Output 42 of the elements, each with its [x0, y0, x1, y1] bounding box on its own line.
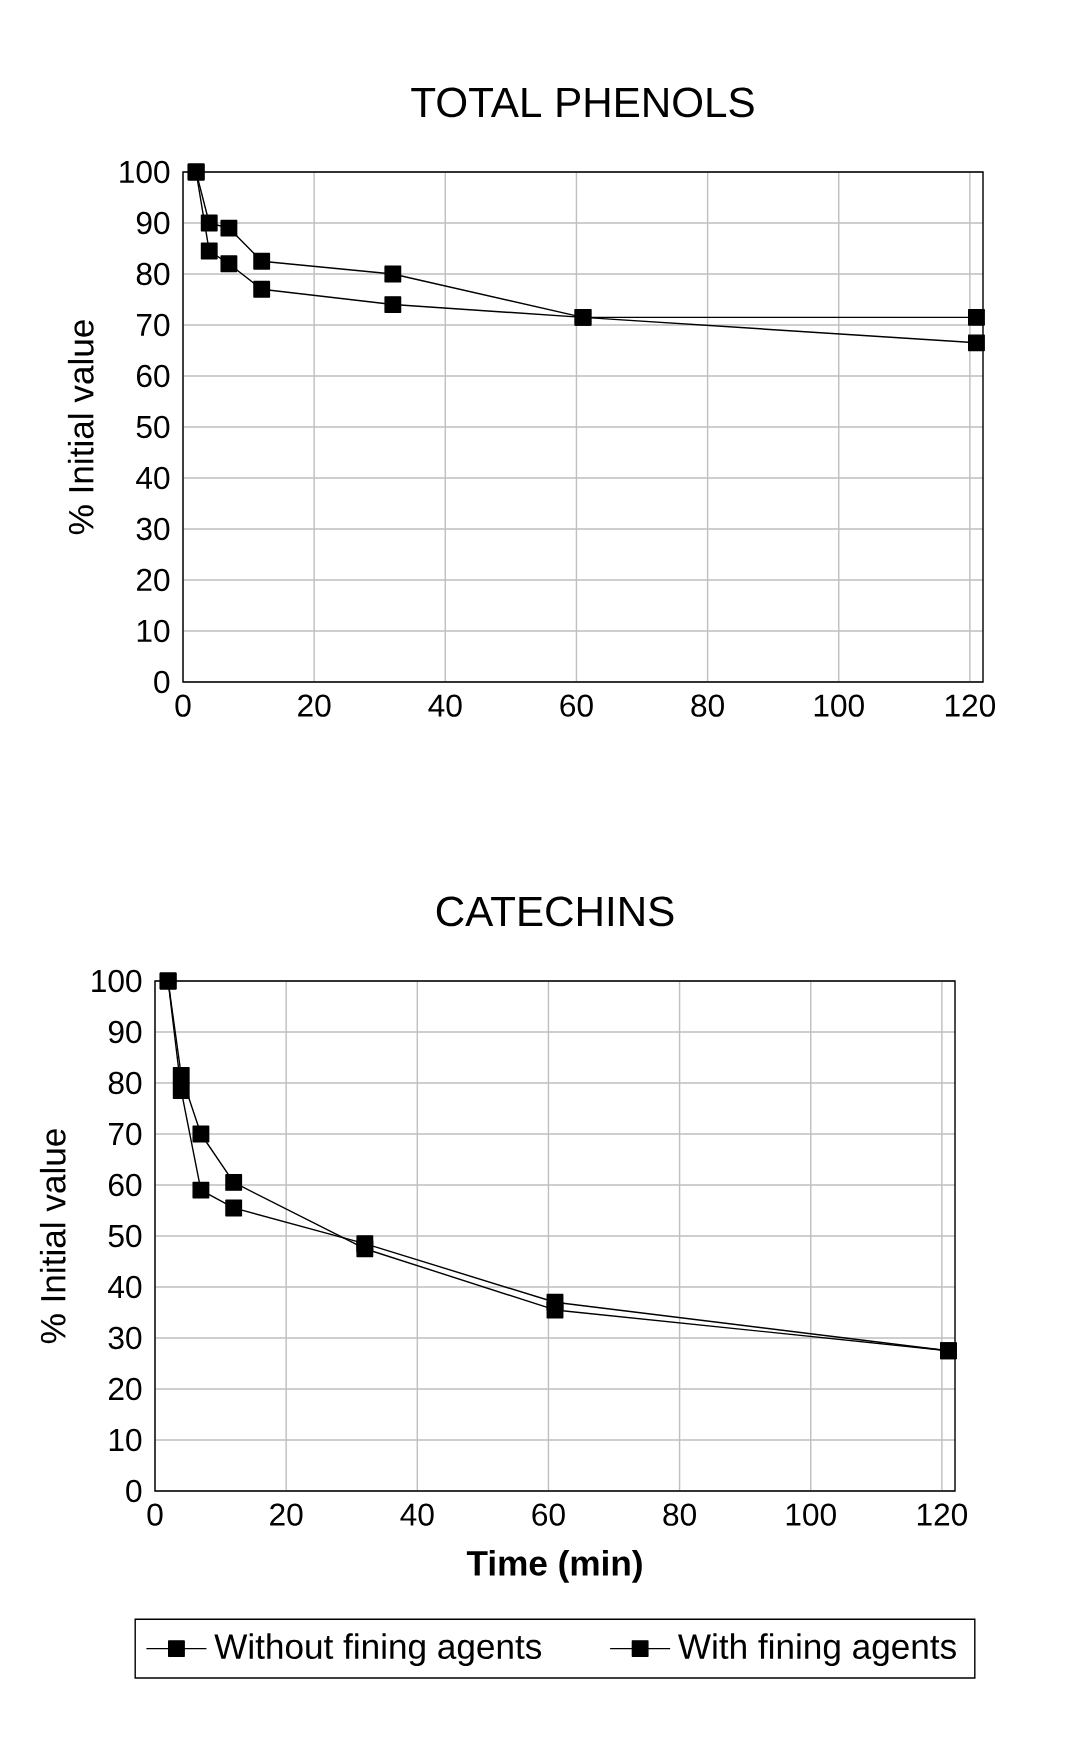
y-axis-title: % Initial value [39, 1129, 66, 1344]
y-tick-label: 50 [136, 415, 170, 439]
x-tick-label: 100 [786, 1503, 836, 1526]
y-tick-label: 0 [154, 670, 170, 694]
y-tick-label: 0 [126, 1479, 142, 1503]
x-tick-label: 0 [175, 694, 191, 717]
x-tick-label: 60 [560, 694, 593, 717]
x-tick-label: 120 [945, 694, 996, 717]
y-tick-label: 40 [108, 1275, 142, 1299]
x-axis-title: Time (min) [466, 1549, 642, 1583]
legend-label: Without fining agents [214, 1633, 542, 1666]
x-tick-label: 80 [691, 694, 724, 717]
y-tick-label: 10 [109, 1428, 142, 1452]
y-tick-label: 90 [136, 211, 170, 235]
chart-title: TOTAL PHENOLS [411, 87, 754, 118]
legend-label: With fining agents [678, 1633, 956, 1666]
x-tick-label: 120 [917, 1503, 968, 1526]
y-tick-label: 20 [109, 1377, 142, 1401]
y-tick-label: 60 [109, 1173, 142, 1197]
x-tick-label: 20 [270, 1503, 303, 1526]
x-tick-label: 20 [298, 694, 331, 717]
y-tick-label: 100 [120, 160, 170, 184]
y-tick-label: 80 [136, 262, 170, 286]
y-tick-label: 30 [136, 517, 170, 541]
y-tick-label: 40 [136, 466, 170, 490]
y-tick-label: 20 [137, 568, 170, 592]
y-axis-title: % Initial value [67, 320, 94, 535]
y-tick-label: 30 [108, 1326, 142, 1350]
x-tick-label: 100 [814, 694, 864, 717]
x-tick-label: 40 [428, 694, 462, 717]
y-tick-label: 10 [137, 619, 170, 643]
x-tick-label: 80 [663, 1503, 696, 1526]
y-tick-label: 100 [92, 969, 142, 993]
y-tick-label: 60 [137, 364, 170, 388]
y-tick-label: 70 [109, 1122, 142, 1146]
x-tick-label: 60 [532, 1503, 565, 1526]
y-tick-label: 90 [108, 1020, 142, 1044]
y-tick-label: 80 [108, 1071, 142, 1095]
chart-title: CATECHINS [436, 896, 674, 927]
y-tick-label: 70 [137, 313, 170, 337]
x-tick-label: 40 [400, 1503, 434, 1526]
y-tick-label: 50 [108, 1224, 142, 1248]
